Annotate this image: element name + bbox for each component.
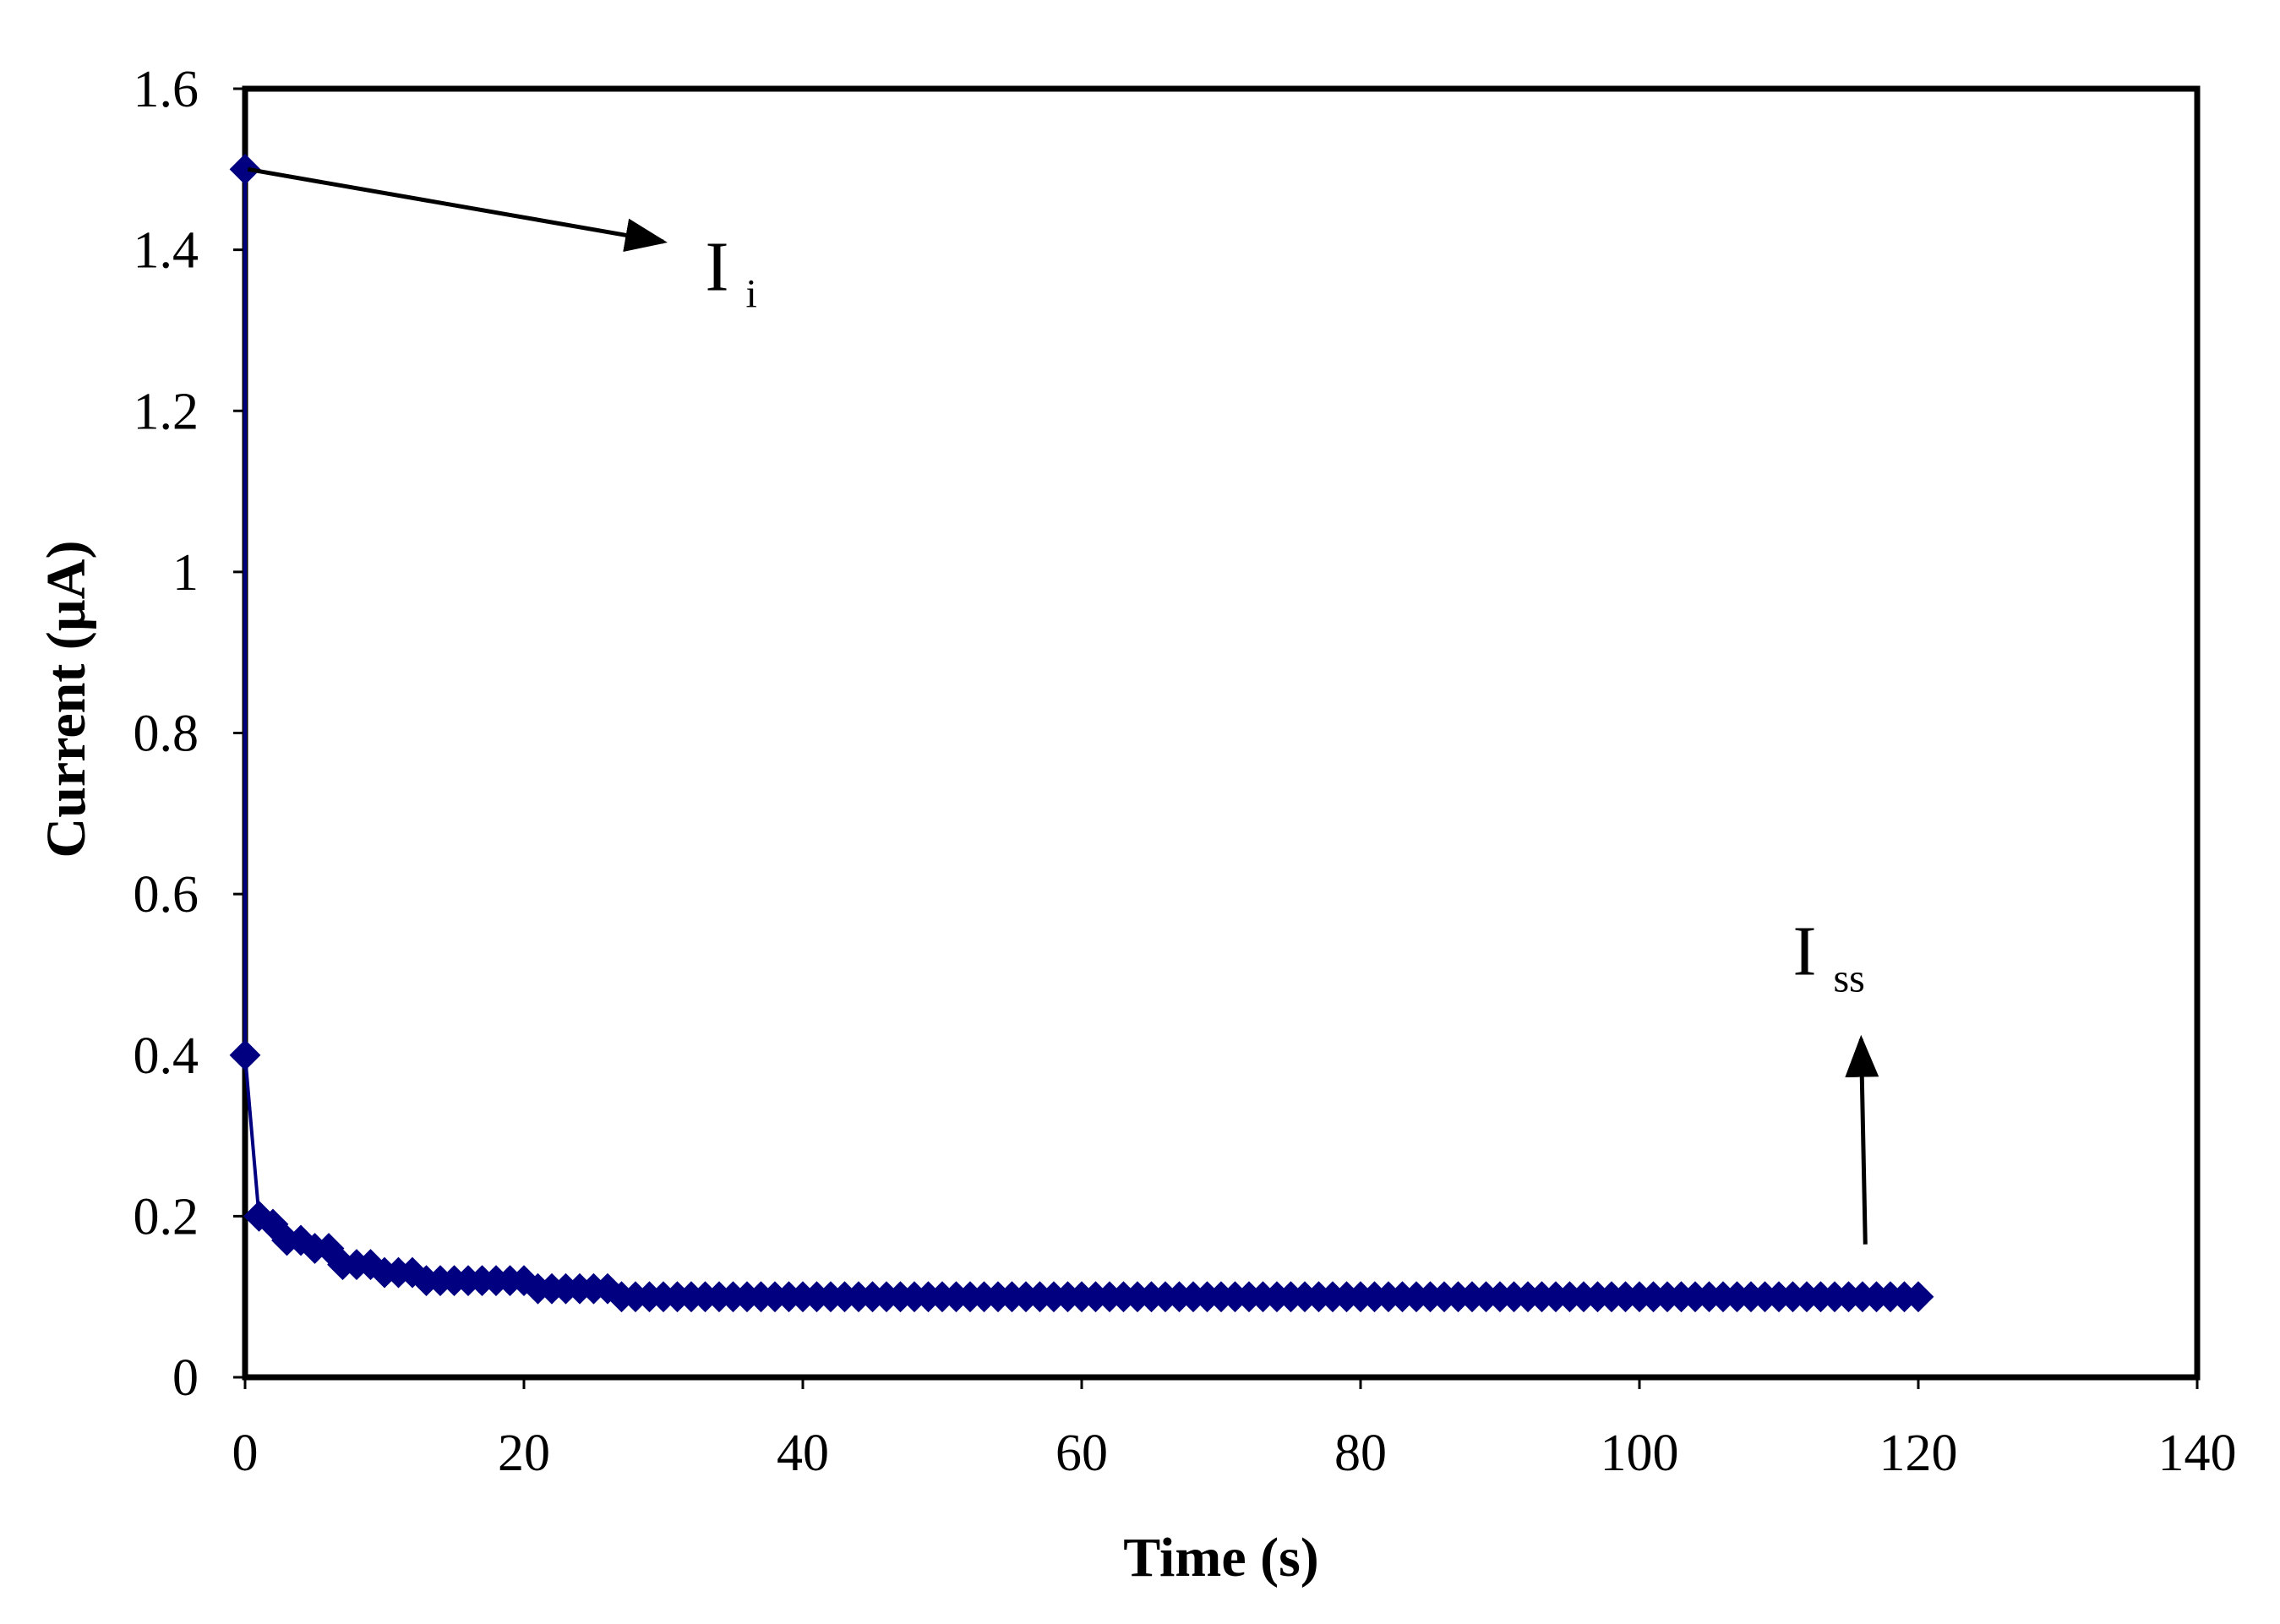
data-point (313, 1233, 345, 1264)
x-tick-label: 40 (777, 1425, 829, 1482)
x-tick-label: 140 (2158, 1425, 2237, 1482)
y-tick-label: 0.8 (134, 706, 199, 763)
x-axis-title: Time (s) (1123, 1527, 1319, 1589)
data-point (592, 1272, 624, 1305)
data-point (285, 1224, 317, 1256)
data-point (257, 1208, 289, 1240)
y-tick-label: 1 (172, 544, 199, 602)
data-point (1902, 1281, 1934, 1313)
y-tick-label: 0.2 (134, 1188, 199, 1245)
steady-state-current-subscript: ss (1834, 956, 1865, 1000)
y-tick-label: 1.4 (134, 222, 199, 280)
plot-frame (242, 85, 2201, 1381)
x-tick-label: 100 (1601, 1425, 1679, 1482)
initial-current-arrow (247, 166, 668, 253)
initial-current-label: I (706, 227, 729, 306)
x-tick-label: 80 (1334, 1425, 1387, 1482)
data-series (229, 153, 1934, 1313)
y-tick-label: 1.2 (134, 383, 199, 440)
steady-state-current-arrow (1845, 1034, 1879, 1245)
axes: 0 20 40 60 80 100 120 140 0 0.2 0.4 0.6 0.8 1 1.2 1.4 1.… (134, 61, 2237, 1482)
data-point (508, 1265, 540, 1297)
y-axis-title: Current (µA) (35, 541, 97, 858)
y-tick-label: 1.6 (134, 61, 199, 118)
axis-labels: Time (s) Current (µA) (35, 541, 1319, 1589)
x-tick-label: 120 (1879, 1425, 1958, 1482)
data-point (243, 1200, 275, 1232)
y-tick-label: 0.4 (134, 1027, 199, 1085)
x-tick-label: 20 (498, 1425, 550, 1482)
data-point (229, 153, 261, 185)
x-tick-label: 0 (232, 1425, 259, 1482)
y-tick-label: 0.6 (134, 866, 199, 924)
y-tick-label: 0 (172, 1349, 199, 1407)
initial-current-subscript: i (746, 271, 757, 316)
x-tick-label: 60 (1055, 1425, 1108, 1482)
data-point (229, 1039, 261, 1071)
series-line (243, 169, 1918, 1299)
steady-state-current-label: I (1793, 912, 1817, 990)
